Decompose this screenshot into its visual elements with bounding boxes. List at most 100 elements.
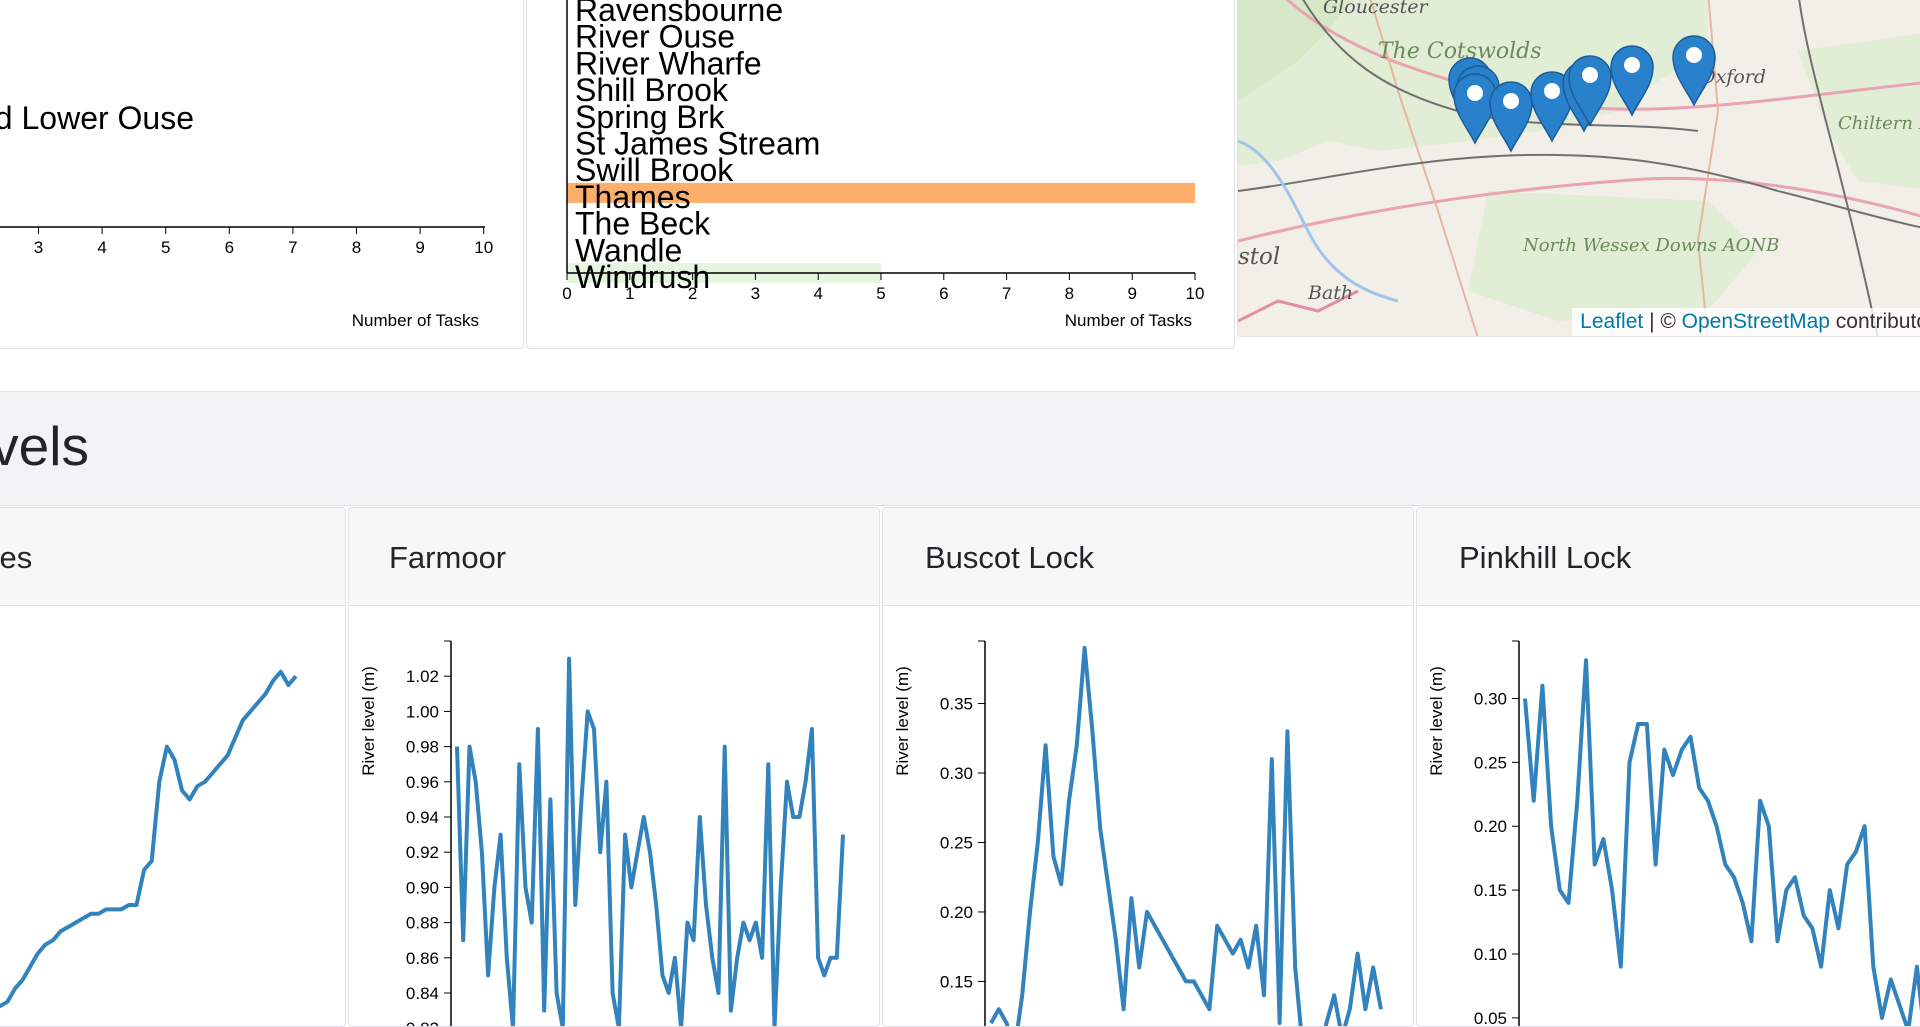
y-tick-label: 0.15: [940, 972, 973, 991]
map-marker[interactable]: [1672, 35, 1716, 107]
attribution-suffix: contributo: [1829, 310, 1920, 333]
y-tick-label: 0.90: [406, 878, 439, 897]
x-tick-label: 0: [562, 284, 571, 303]
y-tick-label: 0.25: [1474, 753, 1507, 772]
gauge-title: Buscot Lock: [925, 540, 1094, 575]
river-level-series: [0, 669, 298, 1009]
category-label: River Wharfe: [575, 45, 762, 81]
aonb-label-chiltern: Chiltern Hills: [1838, 113, 1920, 134]
railway: [1238, 153, 1920, 229]
x-axis-label: Number of Tasks: [1065, 311, 1192, 330]
place-label-bristol: stol: [1238, 244, 1280, 270]
map-panel[interactable]: Gloucester Oxford stol Bath The Cotswold…: [1237, 0, 1920, 337]
y-tick-label: 0.20: [1474, 817, 1507, 836]
river-level-series: [455, 656, 845, 1026]
x-tick-label: 5: [161, 238, 170, 257]
y-tick-label: 0.30: [940, 764, 973, 783]
gauge-header: Farmoor: [349, 508, 879, 606]
river-level-chart: 0.15 0.20 0.25 0.30 0.35 River level (m): [893, 640, 1383, 1026]
category-label: St James Stream: [575, 126, 820, 162]
y-tick-label: 0.84: [406, 984, 439, 1003]
y-tick-label: 0.15: [1474, 881, 1507, 900]
gauge-card-keynes: d Keynes: [0, 507, 346, 1027]
x-tick-label: 4: [813, 284, 822, 303]
category-label: Ravensbourne: [575, 0, 783, 28]
y-tick-label: 0.30: [1474, 689, 1507, 708]
y-tick-label: 0.94: [406, 808, 439, 827]
gauge-title: Farmoor: [389, 540, 507, 575]
y-tick-label: 0.98: [406, 738, 439, 757]
category-label: Thames: [575, 179, 691, 215]
map-marker[interactable]: [1610, 45, 1654, 117]
aonb-area-chiltern: [1798, 33, 1920, 189]
x-tick-label: 8: [1065, 284, 1074, 303]
y-axis-label: River level (m): [893, 666, 912, 776]
x-tick-label: 10: [1186, 284, 1205, 303]
bar-thames[interactable]: [567, 182, 1195, 203]
category-label: Shill Brook: [575, 72, 729, 108]
river-level-chart: [0, 669, 298, 1009]
y-tick-label: 0.10: [1474, 945, 1507, 964]
river-level-series: [989, 645, 1383, 1026]
map-marker[interactable]: [1489, 81, 1533, 153]
road: [1238, 289, 1359, 323]
x-axis-ticks: 0 1 2 3 4 5 6 7 8 9 10: [562, 273, 1204, 303]
x-tick-label: 4: [97, 238, 106, 257]
map-marker[interactable]: [1568, 55, 1612, 127]
river-level-series: [1523, 658, 1920, 1026]
gauge-title: Pinkhill Lock: [1459, 540, 1632, 575]
leaflet-link[interactable]: Leaflet: [1580, 310, 1644, 333]
aonb-label-wessex: North Wessex Downs AONB: [1522, 235, 1779, 256]
map-attribution: Leaflet | © OpenStreetMap contributo: [1572, 308, 1920, 336]
category-label: The Beck: [575, 206, 711, 242]
y-tick-label: 0.96: [406, 773, 439, 792]
map-markers[interactable]: [1448, 35, 1716, 153]
y-tick-label: 0.20: [940, 903, 973, 922]
task-chart-left-svg: nd Lower Ouse 3 4 5 6 7 8 9 10 Number of Tasks: [0, 100, 493, 330]
openstreetmap-link[interactable]: OpenStreetMap: [1681, 310, 1830, 333]
road: [1369, 0, 1479, 336]
river: [1238, 139, 1399, 303]
x-tick-label: 7: [288, 238, 297, 257]
x-tick-label: 1: [625, 284, 634, 303]
y-axis-label: River level (m): [359, 666, 378, 776]
attribution-separator: | ©: [1643, 310, 1682, 333]
x-tick-label: 8: [352, 238, 361, 257]
gauge-header: d Keynes: [0, 508, 345, 606]
aonb-area-wessex: [1468, 191, 1758, 321]
y-tick-label: 1.02: [406, 667, 439, 686]
gauge-title: d Keynes: [0, 540, 33, 575]
road: [1238, 176, 1920, 243]
gauge-card-buscot-lock: Buscot Lock 0.15 0.20 0.25 0.30 0.35 River le…: [882, 507, 1414, 1027]
x-tick-label: 2: [688, 284, 697, 303]
x-tick-label: 9: [415, 238, 424, 257]
x-tick-label: 5: [876, 284, 885, 303]
x-tick-label: 6: [225, 238, 234, 257]
place-label-bath: Bath: [1307, 282, 1353, 304]
y-tick-label: 0.05: [1474, 1009, 1507, 1027]
category-label: nd Lower Ouse: [0, 100, 194, 136]
x-axis-ticks: 3 4 5 6 7 8 9 10: [34, 227, 493, 257]
y-tick-label: 0.25: [940, 833, 973, 852]
x-tick-label: 7: [1002, 284, 1011, 303]
category-label: Windrush: [575, 259, 710, 295]
x-tick-label: 3: [34, 238, 43, 257]
x-tick-label: 10: [474, 238, 493, 257]
y-axis-label: River level (m): [1427, 666, 1446, 776]
map-tiles[interactable]: Gloucester Oxford stol Bath The Cotswold…: [1238, 0, 1920, 337]
gauge-card-farmoor: Farmoor 0.82 0.84 0.86 0.88 0.90 0.92 0.94 0.96…: [348, 507, 880, 1027]
task-chart-left: nd Lower Ouse 3 4 5 6 7 8 9 10 Number of Tasks: [0, 0, 524, 349]
place-label-gloucester: Gloucester: [1323, 0, 1429, 18]
y-tick-label: 0.92: [406, 843, 439, 862]
gauge-header: Buscot Lock: [883, 508, 1413, 606]
category-label: Spring Brk: [575, 99, 725, 135]
y-tick-label: 0.86: [406, 949, 439, 968]
y-tick-label: 1.00: [406, 702, 439, 721]
place-label-oxford: Oxford: [1700, 66, 1766, 88]
task-chart-right: Ravensbourne River Ouse River Wharfe Shill …: [526, 0, 1235, 349]
category-label: Wandle: [575, 232, 682, 268]
gauge-card-pinkhill-lock: Pinkhill Lock 0.05 0.10 0.15 0.20 0.25 0.30 Ri…: [1416, 507, 1920, 1027]
y-tick-label: 0.88: [406, 914, 439, 933]
x-tick-label: 9: [1127, 284, 1136, 303]
